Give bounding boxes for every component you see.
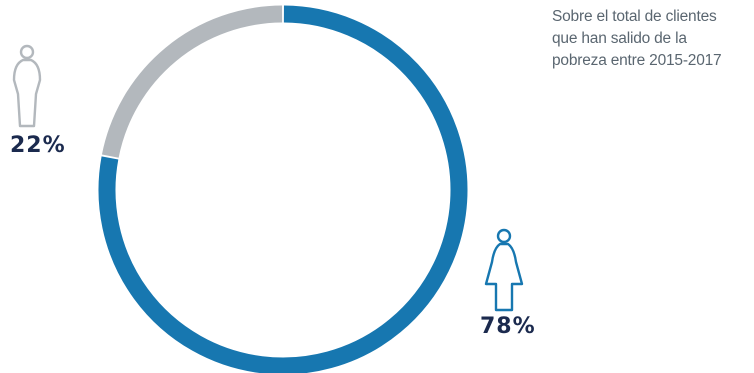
caption-line-2: que han salido de la xyxy=(552,30,687,47)
slice-label-78: 78% xyxy=(480,314,536,339)
slice-label-22: 22% xyxy=(10,133,66,158)
caption-line-3: pobreza entre 2015-2017 xyxy=(552,52,722,69)
donut-slice-78 xyxy=(98,5,468,373)
man-icon xyxy=(12,44,42,128)
chart-caption: Sobre el total de clientes que han salid… xyxy=(552,6,752,72)
caption-line-1: Sobre el total de clientes xyxy=(552,8,717,25)
donut-slice-22 xyxy=(101,5,283,158)
woman-icon xyxy=(484,228,524,312)
